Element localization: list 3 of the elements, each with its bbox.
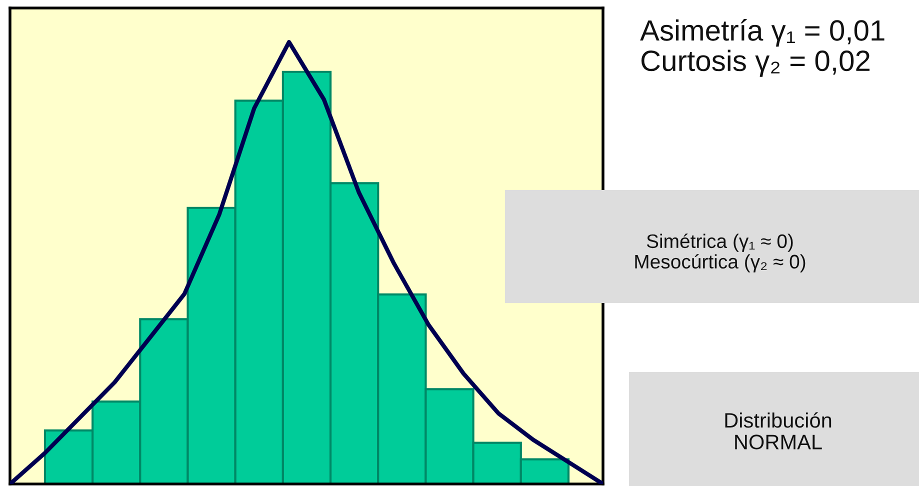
text: Distribución NORMAL [725,412,832,450]
text: Asimetría γ₁ = 0,01 Curtosis γ₂ = 0,02 [640,19,884,77]
text: Simétrica (γ₁ ≈ 0) Mesocúrtica (γ₂ ≈ 0) [635,234,806,272]
